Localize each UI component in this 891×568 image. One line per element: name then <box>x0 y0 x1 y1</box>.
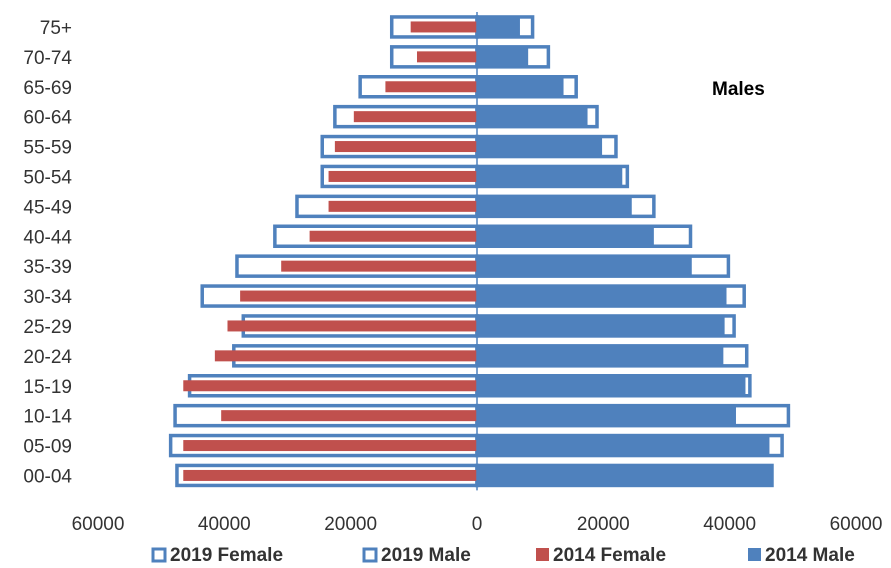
legend-label: 2014 Male <box>765 545 855 566</box>
bar-2014-male-60-64 <box>477 106 588 127</box>
legend: 2019 Female 2019 Male 2014 Female 2014 Male <box>151 545 855 566</box>
x-tick-label: 40000 <box>703 514 756 535</box>
bar-2014-female-05-09 <box>183 440 477 452</box>
y-tick-label: 55-59 <box>23 138 72 159</box>
legend-swatch <box>748 548 761 561</box>
x-tick-label: 40000 <box>198 514 251 535</box>
legend-swatch <box>151 547 167 563</box>
x-tick-label: 60000 <box>830 514 883 535</box>
y-tick-label: 25-29 <box>23 317 72 338</box>
x-tick-label: 20000 <box>324 514 377 535</box>
x-tick-label: 20000 <box>577 514 630 535</box>
bar-2014-male-55-59 <box>477 136 603 157</box>
legend-swatch <box>536 548 549 561</box>
y-tick-label: 30-34 <box>23 287 72 308</box>
legend-label: 2019 Male <box>381 545 471 566</box>
bar-2014-female-75+ <box>410 21 477 33</box>
bar-2014-male-70-74 <box>477 46 529 67</box>
bar-2014-male-65-69 <box>477 76 564 97</box>
bar-2014-female-50-54 <box>328 170 477 182</box>
bar-2014-female-15-19 <box>183 380 477 392</box>
y-tick-label: 50-54 <box>23 167 72 188</box>
bar-2014-female-30-34 <box>240 290 477 302</box>
x-tick-labels: 60000 40000 20000 0 20000 40000 60000 <box>72 514 883 535</box>
legend-swatch <box>362 547 378 563</box>
bar-2014-female-65-69 <box>385 81 477 93</box>
y-tick-label: 40-44 <box>23 227 72 248</box>
y-tick-label: 45-49 <box>23 197 72 218</box>
bar-2014-female-25-29 <box>227 320 477 332</box>
x-tick-label: 0 <box>472 514 483 535</box>
legend-label: 2019 Female <box>170 545 283 566</box>
y-tick-label: 00-04 <box>23 466 72 487</box>
bar-2014-male-20-24 <box>477 345 724 366</box>
bar-2014-female-60-64 <box>353 111 477 123</box>
bar-2014-female-00-04 <box>183 469 477 481</box>
bar-2014-female-40-44 <box>309 230 477 242</box>
bar-2014-female-35-39 <box>281 260 477 272</box>
bar-2014-male-15-19 <box>477 375 746 396</box>
bar-2014-male-00-04 <box>477 465 772 486</box>
y-tick-label: 20-24 <box>23 347 72 368</box>
y-tick-label: 75+ <box>40 18 72 39</box>
bar-2014-female-45-49 <box>328 200 477 212</box>
males-annotation: Males <box>712 79 765 100</box>
bars-2014-solid-group <box>183 16 772 486</box>
x-tick-label: 60000 <box>72 514 125 535</box>
bar-2014-female-70-74 <box>416 51 477 63</box>
bar-2014-male-30-34 <box>477 286 727 307</box>
y-tick-label: 60-64 <box>23 108 72 129</box>
y-tick-labels: 00-04 05-09 10-14 15-19 20-24 25-29 30-34 35-39… <box>23 18 72 488</box>
bar-2014-female-20-24 <box>214 350 477 362</box>
bar-2014-female-55-59 <box>334 141 477 153</box>
y-tick-label: 10-14 <box>23 407 72 428</box>
bar-2014-male-25-29 <box>477 315 725 336</box>
y-tick-label: 15-19 <box>23 377 72 398</box>
y-tick-label: 05-09 <box>23 437 72 458</box>
bar-2014-male-35-39 <box>477 256 692 277</box>
bar-2014-male-50-54 <box>477 166 623 187</box>
bar-2014-male-05-09 <box>477 435 770 456</box>
bar-2014-male-40-44 <box>477 226 654 247</box>
y-tick-label: 35-39 <box>23 257 72 278</box>
y-tick-label: 65-69 <box>23 78 72 99</box>
bar-2014-female-10-14 <box>221 410 477 422</box>
bar-2014-male-10-14 <box>477 405 736 426</box>
bar-2014-male-45-49 <box>477 196 632 217</box>
y-tick-label: 70-74 <box>23 48 72 69</box>
legend-label: 2014 Female <box>553 545 666 566</box>
bar-2014-male-75+ <box>477 16 520 37</box>
